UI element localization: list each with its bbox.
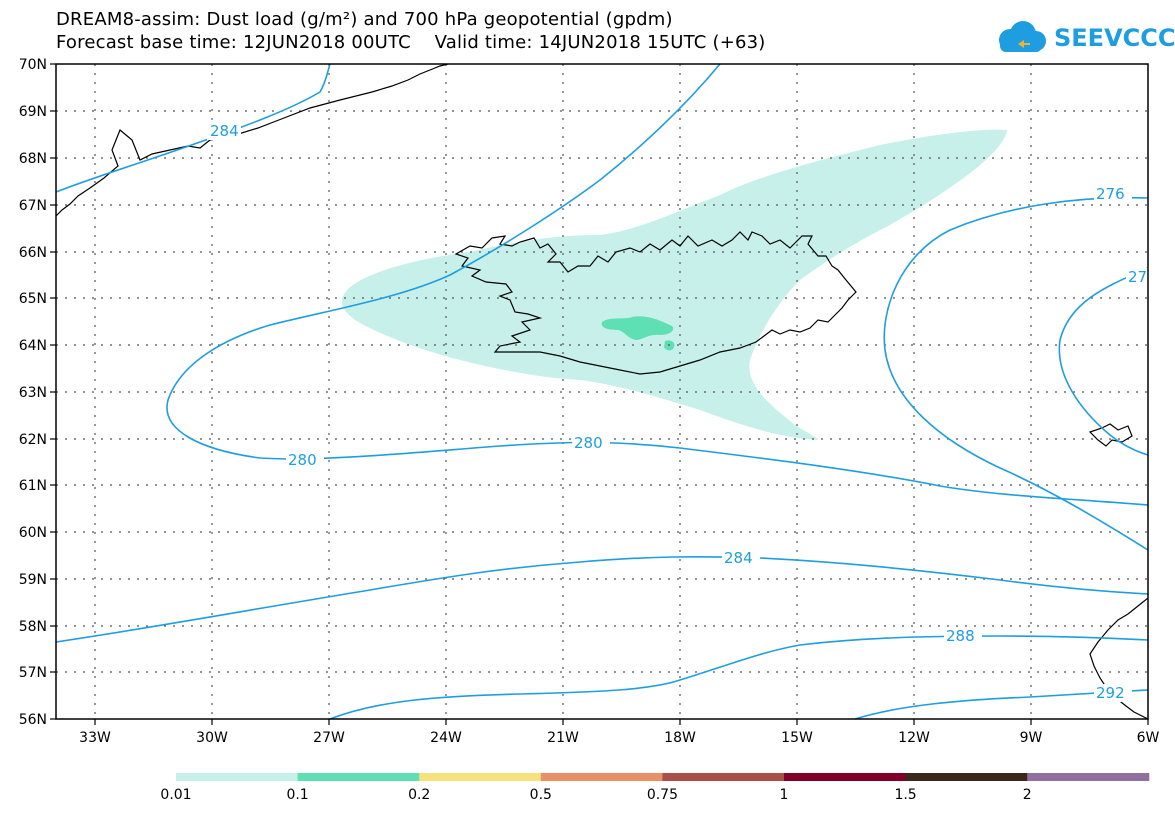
legend-label: 0.5 [530, 787, 552, 803]
legend-swatch [419, 773, 542, 781]
contour-label-284-north: 284 [210, 122, 239, 140]
dust-region-mid [601, 316, 674, 340]
seevccc-logo [999, 21, 1046, 52]
map-title-line2: Forecast base time: 12JUN2018 00UTC Vali… [56, 32, 766, 53]
legend-swatch [662, 773, 785, 781]
legend-swatch [1027, 773, 1150, 781]
lat-label: 67N [19, 198, 47, 214]
legend-label: 0.1 [286, 787, 308, 803]
iceland-coastline [454, 231, 857, 375]
lon-label: 6W [1137, 730, 1160, 746]
cloud-icon [999, 21, 1046, 52]
coastlines [55, 63, 1149, 720]
lat-label: 70N [19, 57, 47, 73]
contour-labels: 284 280 280 276 27 284 288 292 [207, 122, 1148, 702]
legend-label: 1.5 [894, 787, 916, 803]
lat-label: 57N [19, 665, 47, 681]
lat-labels: 70N 69N 68N 67N 66N 65N 64N 63N 62N 61N … [19, 57, 47, 728]
lon-label: 9W [1020, 730, 1043, 746]
lat-label: 65N [19, 291, 47, 307]
scotland-coastline [1089, 597, 1149, 720]
ticks [50, 63, 1149, 725]
lat-label: 61N [19, 478, 47, 494]
contour-280 [166, 63, 1149, 506]
lat-label: 60N [19, 525, 47, 541]
greenland-coastline [55, 63, 449, 217]
lat-label: 68N [19, 151, 47, 167]
legend-swatch [540, 773, 663, 781]
legend-swatch [905, 773, 1028, 781]
contour-label-272: 27 [1128, 268, 1147, 286]
color-legend: 0.01 0.1 0.2 0.5 0.75 1 1.5 2 [160, 773, 1150, 803]
lat-label: 56N [19, 712, 47, 728]
lat-label: 64N [19, 338, 47, 354]
grid [56, 64, 1148, 719]
lon-labels: 33W 30W 27W 24W 21W 18W 15W 12W 9W 6W [79, 730, 1159, 746]
dust-region-low [341, 129, 1007, 440]
logo-text: SEEVCCC [1054, 24, 1175, 52]
legend-swatch [176, 773, 299, 781]
legend-label: 0.2 [408, 787, 430, 803]
legend-label: 2 [1023, 787, 1032, 803]
contour-label-284-south: 284 [724, 549, 753, 567]
contour-288 [329, 635, 1149, 720]
lat-label: 59N [19, 572, 47, 588]
lat-label: 69N [19, 104, 47, 120]
contour-284-south [55, 556, 1149, 643]
legend-label: 1 [780, 787, 789, 803]
lon-label: 18W [664, 730, 696, 746]
lon-label: 21W [547, 730, 579, 746]
lat-label: 62N [19, 432, 47, 448]
legend-label: 0.01 [160, 787, 191, 803]
lat-label: 63N [19, 385, 47, 401]
lat-label: 66N [19, 245, 47, 261]
map-title-line1: DREAM8-assim: Dust load (g/m²) and 700 h… [56, 9, 673, 30]
contour-label-292: 292 [1096, 684, 1125, 702]
contour-label-276: 276 [1096, 185, 1125, 203]
contour-label-280-mid: 280 [574, 434, 603, 452]
faroe-coastline [1088, 423, 1133, 447]
lon-label: 15W [781, 730, 813, 746]
legend-label: 0.75 [647, 787, 678, 803]
contour-label-288: 288 [946, 627, 975, 645]
lon-label: 12W [898, 730, 930, 746]
lat-label: 58N [19, 619, 47, 635]
contour-label-280-left: 280 [288, 451, 317, 469]
lon-label: 33W [79, 730, 111, 746]
contours [55, 63, 1149, 720]
lon-label: 24W [430, 730, 462, 746]
contour-276 [883, 196, 1149, 551]
legend-swatch [784, 773, 907, 781]
lon-label: 27W [313, 730, 345, 746]
legend-swatch [297, 773, 420, 781]
lon-label: 30W [196, 730, 228, 746]
contour-272 [1058, 267, 1149, 456]
